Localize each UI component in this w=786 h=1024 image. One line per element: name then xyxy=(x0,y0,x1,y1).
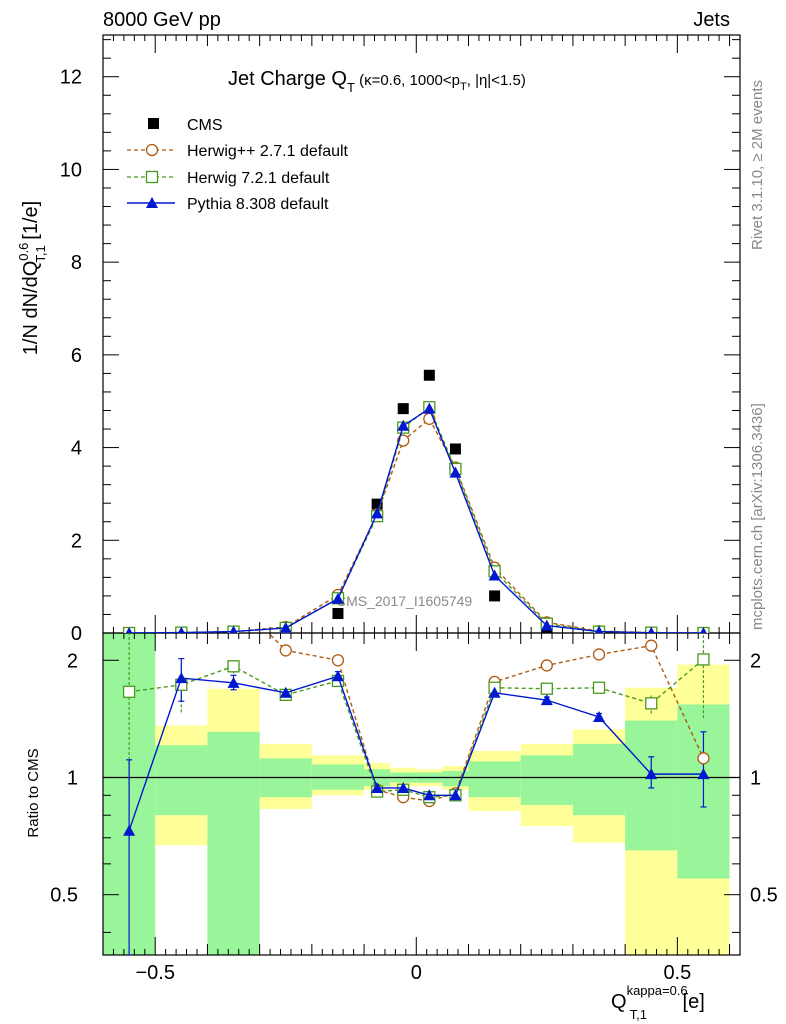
legend: CMS Herwig++ 2.7.1 default Herwig 7.2.1 … xyxy=(127,117,349,213)
y-tick-label: 6 xyxy=(71,345,82,367)
pythia-point xyxy=(229,625,238,633)
cms-point xyxy=(371,498,383,510)
chart-title: Jet Charge QT (κ=0.6, 1000<pT, |η|<1.5) xyxy=(228,68,526,95)
herwig7-ratio-point xyxy=(227,660,240,673)
pythia-ratio-point xyxy=(371,781,384,793)
y-tick-label: 12 xyxy=(60,67,82,89)
pythia-point xyxy=(279,621,292,633)
legend-marker-herwigpp xyxy=(145,143,159,157)
pythia-ratio-point xyxy=(540,694,553,706)
pythia-point xyxy=(594,625,604,633)
cms-point xyxy=(423,369,435,381)
y-axis-label: 1/N dN/dQ0.6 T,1 [1/e] xyxy=(16,201,48,355)
pythia-point xyxy=(488,569,501,581)
cms-point xyxy=(397,403,409,415)
ratio-tick-label: 2 xyxy=(67,650,78,672)
pythia-ratio-line xyxy=(128,675,704,831)
pythia-point xyxy=(125,627,133,633)
pythia-point xyxy=(177,626,185,633)
y-tick-label: 2 xyxy=(71,530,82,552)
cms-point xyxy=(449,443,461,455)
pythia-line xyxy=(129,407,704,633)
band-green-2 xyxy=(207,731,260,955)
pythia-ratio-point xyxy=(593,710,606,722)
ratio-tick-label-right: 1 xyxy=(750,767,761,789)
ratio-tick-label-right: 2 xyxy=(750,650,761,672)
pythia-point xyxy=(540,619,553,631)
pythia-ratio-point xyxy=(331,670,344,682)
ratio-tick-label: 0.5 xyxy=(50,885,78,907)
pythia-ratio-point xyxy=(279,686,292,698)
pythia-point xyxy=(371,507,384,519)
herwigpp-ratio-point xyxy=(592,648,606,661)
legend-entry-herwig7: Herwig 7.2.1 default xyxy=(127,170,330,187)
herwigpp-ratio-point xyxy=(645,639,658,652)
legend-marker-pythia xyxy=(146,197,158,208)
herwigpp-ratio-point xyxy=(540,659,553,672)
herwigpp-point xyxy=(397,434,410,447)
pythia-point xyxy=(647,626,655,633)
pythia-ratio-point xyxy=(175,672,188,684)
y-tick-label: 8 xyxy=(71,252,82,274)
x-tick-label: 0 xyxy=(411,962,422,984)
x-axis-label: Qkappa=0.6 T,1 [e] xyxy=(611,983,705,1022)
herwigpp-ratio-point xyxy=(279,644,292,657)
pythia-ratio-point xyxy=(123,824,136,836)
legend-label-herwigpp: Herwig++ 2.7.1 default xyxy=(187,143,349,160)
ratio-axis-label: Ratio to CMS xyxy=(25,748,42,837)
collision-label: 8000 GeV pp xyxy=(103,9,221,31)
herwig7-ratio-point xyxy=(697,653,710,666)
pythia-point xyxy=(397,419,410,431)
herwig7-ratio-point xyxy=(645,697,658,710)
cms-point xyxy=(332,608,344,620)
herwig7-ratio-line xyxy=(129,658,704,798)
x-tick-label: 0.5 xyxy=(663,962,691,984)
ratio-tick-label: 1 xyxy=(67,767,78,789)
cms-point xyxy=(489,590,501,602)
process-label: Jets xyxy=(693,9,730,31)
pythia-point xyxy=(423,402,436,414)
band-green-1 xyxy=(155,745,208,816)
herwigpp-ratio-point xyxy=(331,654,345,667)
band-green-11 xyxy=(572,743,626,816)
x-tick-label: −0.5 xyxy=(135,962,174,984)
legend-entry-herwigpp: Herwig++ 2.7.1 default xyxy=(127,143,349,160)
pythia-ratio-point xyxy=(227,676,240,688)
y-tick-label: 0 xyxy=(71,623,82,645)
herwig7-ratio-point xyxy=(540,682,553,695)
pythia-ratio-point xyxy=(645,768,658,780)
legend-label-pythia: Pythia 8.308 default xyxy=(187,196,329,213)
legend-label-herwig7: Herwig 7.2.1 default xyxy=(187,170,330,187)
pythia-point xyxy=(449,466,462,478)
herwigpp-ratio-point xyxy=(697,752,710,765)
y-tick-label: 10 xyxy=(60,159,82,181)
band-green-9 xyxy=(468,761,521,798)
legend-marker-cms xyxy=(148,118,159,129)
pythia-ratio-point xyxy=(488,686,501,698)
pythia-point xyxy=(700,627,707,633)
pythia-ratio-point xyxy=(397,781,410,793)
pythia-ratio-point xyxy=(449,789,462,801)
analysis-watermark: CMS_2017_I1605749 xyxy=(336,593,472,609)
pythia-ratio-point xyxy=(697,768,710,780)
band-green-10 xyxy=(520,755,573,805)
pythia-point xyxy=(331,592,344,604)
legend-entry-pythia: Pythia 8.308 default xyxy=(127,196,329,213)
ratio-frame xyxy=(102,632,741,956)
legend-label-cms: CMS xyxy=(187,117,223,134)
herwig7-ratio-point xyxy=(122,685,136,698)
pythia-ratio-point xyxy=(423,789,436,801)
legend-marker-herwig7 xyxy=(145,170,159,184)
herwig7-ratio-point xyxy=(592,681,606,694)
ratio-tick-label-right: 0.5 xyxy=(750,885,778,907)
legend-entry-cms: CMS xyxy=(148,117,223,134)
y-tick-label: 4 xyxy=(71,438,82,460)
